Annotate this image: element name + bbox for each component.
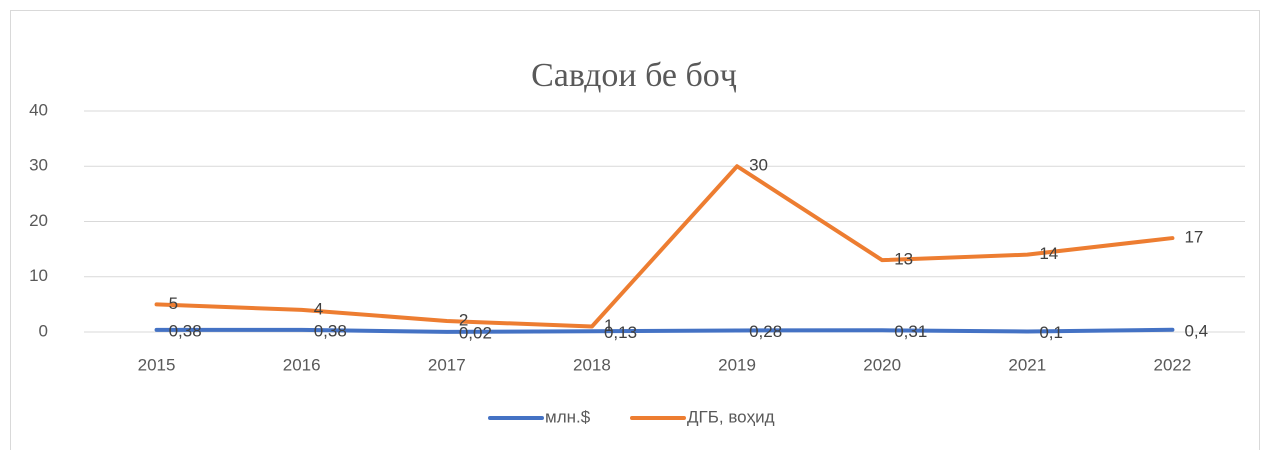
data-label: 0,31 — [894, 322, 927, 341]
legend-label: млн.$ — [545, 407, 591, 426]
chart-border — [10, 10, 1260, 450]
x-tick-label: 2021 — [1008, 355, 1046, 374]
y-tick-label: 20 — [29, 211, 48, 230]
x-tick-label: 2016 — [283, 355, 321, 374]
data-label: 0,1 — [1039, 323, 1063, 342]
data-label: 1 — [604, 316, 613, 335]
y-tick-label: 30 — [29, 156, 48, 175]
data-label: 17 — [1184, 228, 1203, 247]
data-label: 30 — [749, 156, 768, 175]
y-tick-label: 10 — [29, 266, 48, 285]
data-line — [154, 327, 1175, 334]
x-tick-label: 2018 — [573, 355, 611, 374]
x-tick-label: 2015 — [138, 355, 176, 374]
data-label: 0,38 — [169, 321, 202, 340]
data-label: 0,4 — [1184, 321, 1208, 340]
data-label: 14 — [1039, 244, 1058, 263]
data-label: 4 — [314, 299, 323, 318]
y-tick-label: 0 — [39, 321, 48, 340]
data-label: 13 — [894, 250, 913, 269]
y-tick-label: 40 — [29, 100, 48, 119]
data-label: 5 — [169, 294, 178, 313]
data-label: 0,28 — [749, 322, 782, 341]
x-tick-label: 2022 — [1154, 355, 1192, 374]
data-label: 0,13 — [604, 323, 637, 342]
data-label: 0,02 — [459, 323, 492, 342]
data-line — [154, 164, 1175, 329]
legend-label: ДГБ, воҳид — [687, 407, 775, 426]
x-tick-label: 2020 — [863, 355, 901, 374]
x-tick-label: 2019 — [718, 355, 756, 374]
data-label: 2 — [459, 310, 468, 329]
data-label: 0,38 — [314, 321, 347, 340]
chart-title: Савдои бе боҷ — [531, 57, 737, 94]
x-tick-label: 2017 — [428, 355, 466, 374]
